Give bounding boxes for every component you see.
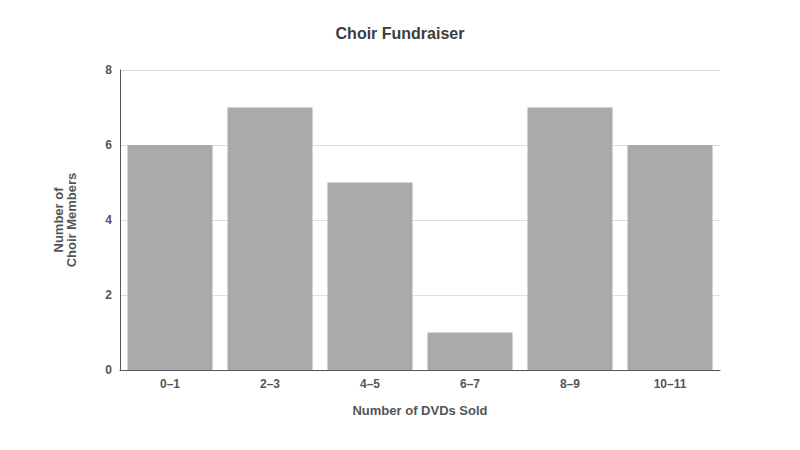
svg-text:0: 0 <box>105 363 112 377</box>
svg-text:6–7: 6–7 <box>460 377 480 391</box>
svg-text:8–9: 8–9 <box>560 377 580 391</box>
svg-text:Choir Fundraiser: Choir Fundraiser <box>336 25 465 42</box>
svg-text:2: 2 <box>105 288 112 302</box>
svg-text:Number of DVDs Sold: Number of DVDs Sold <box>352 403 487 418</box>
svg-text:4: 4 <box>105 213 112 227</box>
svg-text:4–5: 4–5 <box>360 377 380 391</box>
svg-text:8: 8 <box>105 63 112 77</box>
svg-text:10–11: 10–11 <box>654 377 687 391</box>
svg-text:6: 6 <box>105 138 112 152</box>
svg-text:2–3: 2–3 <box>260 377 280 391</box>
svg-text:Number of: Number of <box>51 187 66 253</box>
svg-text:Choir Members: Choir Members <box>64 173 79 268</box>
svg-text:0–1: 0–1 <box>160 377 180 391</box>
